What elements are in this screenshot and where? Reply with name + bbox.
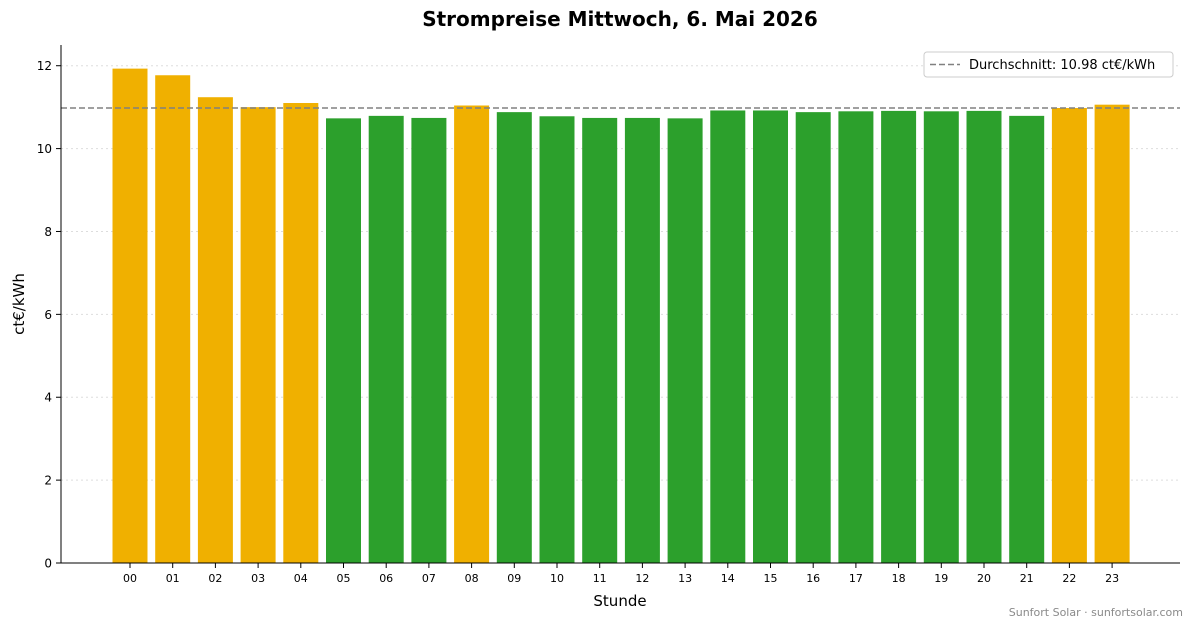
x-tick-label: 00 <box>123 572 137 585</box>
x-tick-label: 07 <box>422 572 436 585</box>
x-ticks: 00 01 02 03 04 05 06 07 08 09 10 11 12 13 14 15 16 17 18 19… <box>123 563 1119 585</box>
y-tick-label: 12 <box>37 59 52 73</box>
x-tick-label: 02 <box>208 572 222 585</box>
legend-average-label: Durchschnitt: 10.98 ct€/kWh <box>969 58 1155 73</box>
x-tick-label: 13 <box>678 572 692 585</box>
x-tick-label: 01 <box>166 572 180 585</box>
bar-07 <box>411 117 447 564</box>
x-tick-label: 18 <box>892 572 906 585</box>
x-tick-label: 22 <box>1062 572 1076 585</box>
x-tick-label: 19 <box>934 572 948 585</box>
bar-21 <box>1009 115 1045 563</box>
bar-12 <box>624 117 660 564</box>
x-tick-label: 11 <box>593 572 607 585</box>
x-tick-label: 08 <box>465 572 479 585</box>
legend: Durchschnitt: 10.98 ct€/kWh <box>923 51 1174 78</box>
bar-06 <box>368 115 404 563</box>
x-tick-label: 03 <box>251 572 265 585</box>
legend-box <box>923 51 1174 78</box>
watermark: Sunfort Solar · sunfortsolar.com <box>1008 606 1183 619</box>
x-tick-label: 06 <box>379 572 393 585</box>
bars <box>112 68 1130 564</box>
bar-05 <box>326 118 361 563</box>
bar-16 <box>795 112 831 563</box>
x-tick-label: 15 <box>764 572 778 585</box>
bar-19 <box>923 111 959 563</box>
bar-08 <box>454 105 490 563</box>
bar-13 <box>667 118 703 563</box>
y-tick-label: 4 <box>44 391 52 405</box>
x-tick-label: 21 <box>1020 572 1034 585</box>
bar-04 <box>283 103 319 564</box>
y-axis-label: ct€/kWh <box>10 273 28 335</box>
y-tick-label: 10 <box>37 142 52 156</box>
bar-03 <box>240 107 276 563</box>
bar-22 <box>1051 107 1087 563</box>
bar-00 <box>112 68 148 564</box>
x-tick-label: 05 <box>337 572 351 585</box>
y-tick-label: 8 <box>44 225 52 239</box>
bar-09 <box>496 112 532 563</box>
y-tick-label: 6 <box>44 308 52 322</box>
y-ticks: 0 2 4 6 8 10 12 <box>37 59 61 571</box>
bar-10 <box>539 116 575 564</box>
x-axis-label: Stunde <box>593 592 646 610</box>
bar-01 <box>155 75 191 564</box>
bar-14 <box>710 110 746 564</box>
x-tick-label: 14 <box>721 572 735 585</box>
axes <box>60 45 1180 564</box>
bar-11 <box>582 117 618 564</box>
x-tick-label: 04 <box>294 572 308 585</box>
bar-20 <box>966 110 1002 564</box>
bar-17 <box>838 111 874 563</box>
x-tick-label: 17 <box>849 572 863 585</box>
y-tick-label: 0 <box>44 557 52 571</box>
x-tick-label: 20 <box>977 572 991 585</box>
chart-title: Strompreise Mittwoch, 6. Mai 2026 <box>422 7 818 31</box>
x-tick-label: 09 <box>507 572 521 585</box>
x-tick-label: 16 <box>806 572 820 585</box>
bar-23 <box>1094 104 1130 564</box>
bar-02 <box>197 97 233 563</box>
bar-18 <box>881 110 917 564</box>
x-tick-label: 12 <box>635 572 649 585</box>
x-tick-label: 10 <box>550 572 564 585</box>
bar-15 <box>753 110 788 564</box>
x-tick-label: 23 <box>1105 572 1119 585</box>
y-tick-label: 2 <box>44 474 52 488</box>
